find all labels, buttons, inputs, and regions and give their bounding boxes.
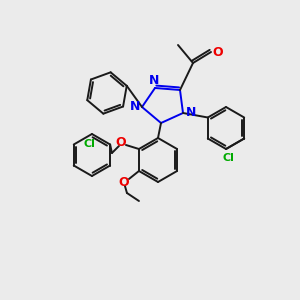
Text: N: N xyxy=(149,74,159,88)
Text: Cl: Cl xyxy=(222,153,234,163)
Text: N: N xyxy=(130,100,140,112)
Text: O: O xyxy=(213,46,223,59)
Text: N: N xyxy=(186,106,196,118)
Text: O: O xyxy=(116,136,126,148)
Text: O: O xyxy=(118,176,129,188)
Text: Cl: Cl xyxy=(83,139,95,149)
